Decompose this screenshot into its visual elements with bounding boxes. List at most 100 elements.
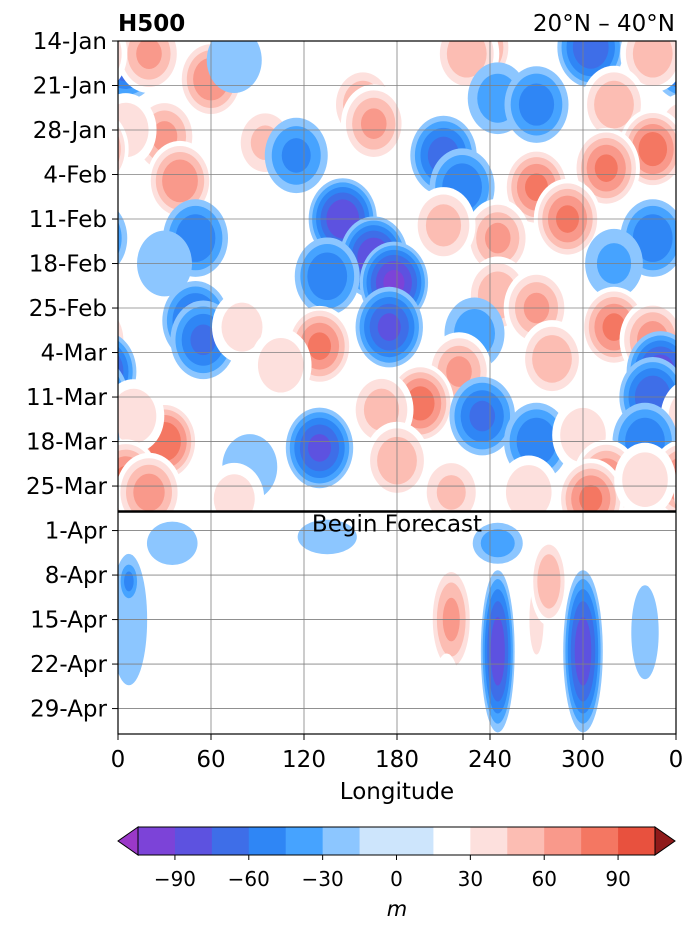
contour-region — [436, 475, 466, 510]
anomaly-blob — [411, 187, 476, 264]
y-tick-label: 8-Apr — [45, 563, 108, 589]
contour-region — [631, 585, 659, 680]
anomaly-blob — [620, 41, 676, 93]
anomaly-blob — [449, 376, 516, 456]
contour-region — [594, 80, 634, 129]
colorbar-bin — [211, 827, 250, 855]
y-tick-label: 14-Jan — [33, 29, 107, 55]
anomaly-blob-wrap — [118, 119, 129, 179]
colorbar-bin — [618, 827, 656, 855]
colorbar-bin — [285, 827, 324, 855]
anomaly-blob-wrap — [118, 41, 128, 81]
contour-region — [118, 135, 121, 163]
contour-region — [118, 221, 122, 255]
forecast-blob — [432, 653, 461, 734]
anomaly-blob — [285, 407, 354, 489]
y-axis: 14-Jan 21-Jan 28-Jan 4-Feb 11-Feb 18-Feb 25-Fe… — [26, 29, 118, 723]
x-tick-label: 300 — [561, 747, 605, 773]
colorbar-bin — [138, 827, 176, 855]
anomaly-blob — [204, 462, 265, 512]
colorbar-bin — [581, 827, 619, 855]
contour-field — [118, 20, 695, 734]
contour-region — [685, 28, 695, 80]
contour-region — [446, 41, 487, 78]
contour-region — [632, 41, 673, 78]
contour-region — [377, 313, 401, 341]
forecast-blob — [378, 612, 401, 703]
contour-region — [257, 337, 304, 393]
contour-region — [308, 332, 331, 360]
forecast-blob — [480, 570, 515, 733]
y-tick-label: 25-Mar — [26, 474, 108, 500]
y-tick-label: 1-Apr — [45, 519, 108, 545]
contour-region — [213, 474, 255, 512]
colorbar-bin — [470, 827, 508, 855]
y-tick-label: 18-Mar — [26, 430, 108, 456]
anomaly-blob — [206, 41, 262, 93]
contour-region — [674, 41, 676, 67]
anomaly-blob — [504, 66, 569, 143]
forecast-blob — [178, 592, 197, 698]
y-tick-label: 28-Jan — [33, 118, 107, 144]
x-tick-label: 240 — [468, 747, 512, 773]
contour-region — [118, 126, 125, 173]
colorbar-tick-label: 30 — [458, 867, 483, 891]
anomaly-blob — [264, 117, 328, 194]
contour-region — [146, 521, 198, 565]
anomaly-blob-wrap — [118, 210, 128, 266]
forecast-blob — [530, 537, 568, 626]
contour-region — [572, 41, 609, 69]
contour-region — [602, 313, 626, 341]
contour-region — [206, 41, 262, 93]
colorbar-extend-high — [654, 826, 676, 856]
contour-region — [505, 465, 552, 512]
x-tick-label: 0 — [111, 747, 126, 773]
chart-title-left: H500 — [118, 11, 185, 37]
anomaly-blob — [355, 286, 423, 368]
x-tick-label: 60 — [196, 747, 225, 773]
contour-region — [308, 434, 331, 462]
forecast-blob — [631, 585, 659, 680]
contour-region — [124, 571, 134, 592]
colorbar-bin — [433, 827, 471, 855]
x-axis-label: Longitude — [340, 779, 454, 805]
colorbar-tick-label: 0 — [390, 867, 403, 891]
x-tick-label: 0 — [669, 747, 684, 773]
contour-region — [360, 108, 387, 139]
anomaly-blob — [249, 328, 312, 403]
colorbar-tick-label: −60 — [228, 867, 270, 891]
contour-region — [490, 617, 505, 686]
plot-area — [118, 20, 695, 734]
contour-region — [178, 592, 197, 698]
contour-region — [579, 484, 603, 512]
contour-region — [190, 324, 217, 356]
contour-region — [537, 554, 561, 609]
colorbar-extend-low — [117, 826, 139, 856]
y-tick-label: 11-Feb — [29, 207, 107, 233]
contour-region — [594, 154, 618, 182]
anomaly-blob-wrap — [673, 478, 676, 507]
y-tick-label: 29-Apr — [30, 697, 107, 723]
y-tick-label: 22-Apr — [30, 652, 107, 678]
contour-region — [679, 20, 695, 87]
anomaly-blob — [118, 452, 183, 512]
colorbar-bin — [544, 827, 582, 855]
contour-region — [136, 41, 162, 70]
contour-region — [469, 400, 496, 432]
colorbar-label: m — [387, 897, 407, 921]
contour-region — [638, 131, 668, 167]
anomaly-blob — [519, 320, 585, 398]
forecast-blob — [472, 522, 523, 564]
anomaly-blob — [419, 454, 483, 512]
contour-region — [480, 529, 515, 558]
colorbar-tick-label: 90 — [605, 867, 630, 891]
forecast-blob — [146, 521, 198, 565]
colorbar-bin — [359, 827, 434, 855]
colorbar-bin — [507, 827, 545, 855]
anomaly-blob — [340, 84, 407, 163]
contour-region — [673, 478, 676, 507]
anomaly-blob — [464, 198, 531, 278]
contour-region — [118, 210, 128, 266]
x-axis: 0 60 120 180 240 300 0 — [111, 734, 684, 773]
